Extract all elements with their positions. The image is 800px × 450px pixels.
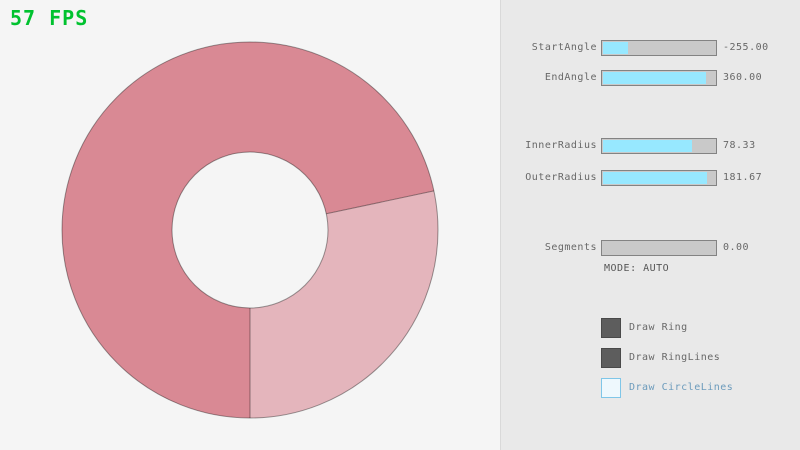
slider-row-outerradius: OuterRadius 181.67 [501, 170, 800, 186]
slider-row-innerradius: InnerRadius 78.33 [501, 138, 800, 154]
slider-innerradius[interactable] [601, 138, 717, 154]
slider-fill [603, 72, 706, 84]
ring-inner-outline [171, 151, 329, 309]
slider-fill [603, 140, 693, 152]
checkbox-row-draw-circlelines: Draw CircleLines [501, 378, 800, 398]
slider-value: 181.67 [723, 172, 763, 183]
checkbox-draw-ringlines[interactable] [601, 348, 621, 368]
render-canvas: 57 FPS [10, 6, 439, 419]
checkbox-row-draw-ringlines: Draw RingLines [501, 348, 800, 368]
checkbox-draw-circlelines[interactable] [601, 378, 621, 398]
controls-panel: StartAngle -255.00 EndAngle 360.00 InnerRadi… [500, 0, 800, 450]
slider-value: 78.33 [723, 140, 756, 151]
slider-endangle[interactable] [601, 70, 717, 86]
slider-label: StartAngle [531, 42, 597, 53]
slider-row-startangle: StartAngle -255.00 [501, 40, 800, 56]
slider-outerradius[interactable] [601, 170, 717, 186]
slider-value: 0.00 [723, 242, 750, 253]
slider-segments[interactable] [601, 240, 717, 256]
slider-value: -255.00 [723, 42, 769, 53]
slider-label: InnerRadius [525, 140, 597, 151]
slider-startangle[interactable] [601, 40, 717, 56]
slider-label: EndAngle [544, 72, 597, 83]
checkbox-label: Draw RingLines [629, 352, 721, 363]
checkbox-label: Draw CircleLines [629, 382, 734, 393]
ring-chart [61, 41, 439, 419]
slider-label: Segments [544, 242, 597, 253]
checkbox-row-draw-ring: Draw Ring [501, 318, 800, 338]
fps-counter: 57 FPS [10, 6, 89, 30]
slider-fill [603, 172, 707, 184]
ring-radial-line-start [326, 190, 434, 215]
slider-value: 360.00 [723, 72, 763, 83]
checkbox-draw-ring[interactable] [601, 318, 621, 338]
slider-row-endangle: EndAngle 360.00 [501, 70, 800, 86]
slider-fill [603, 42, 628, 54]
slider-label: OuterRadius [525, 172, 597, 183]
segments-mode-label: MODE: AUTO [604, 263, 670, 274]
ring-outer-outline [61, 41, 439, 419]
ring-sector-light [250, 190, 438, 418]
checkbox-label: Draw Ring [629, 322, 688, 333]
ring-sector-dark [61, 42, 434, 419]
slider-row-segments: Segments 0.00 [501, 240, 800, 256]
